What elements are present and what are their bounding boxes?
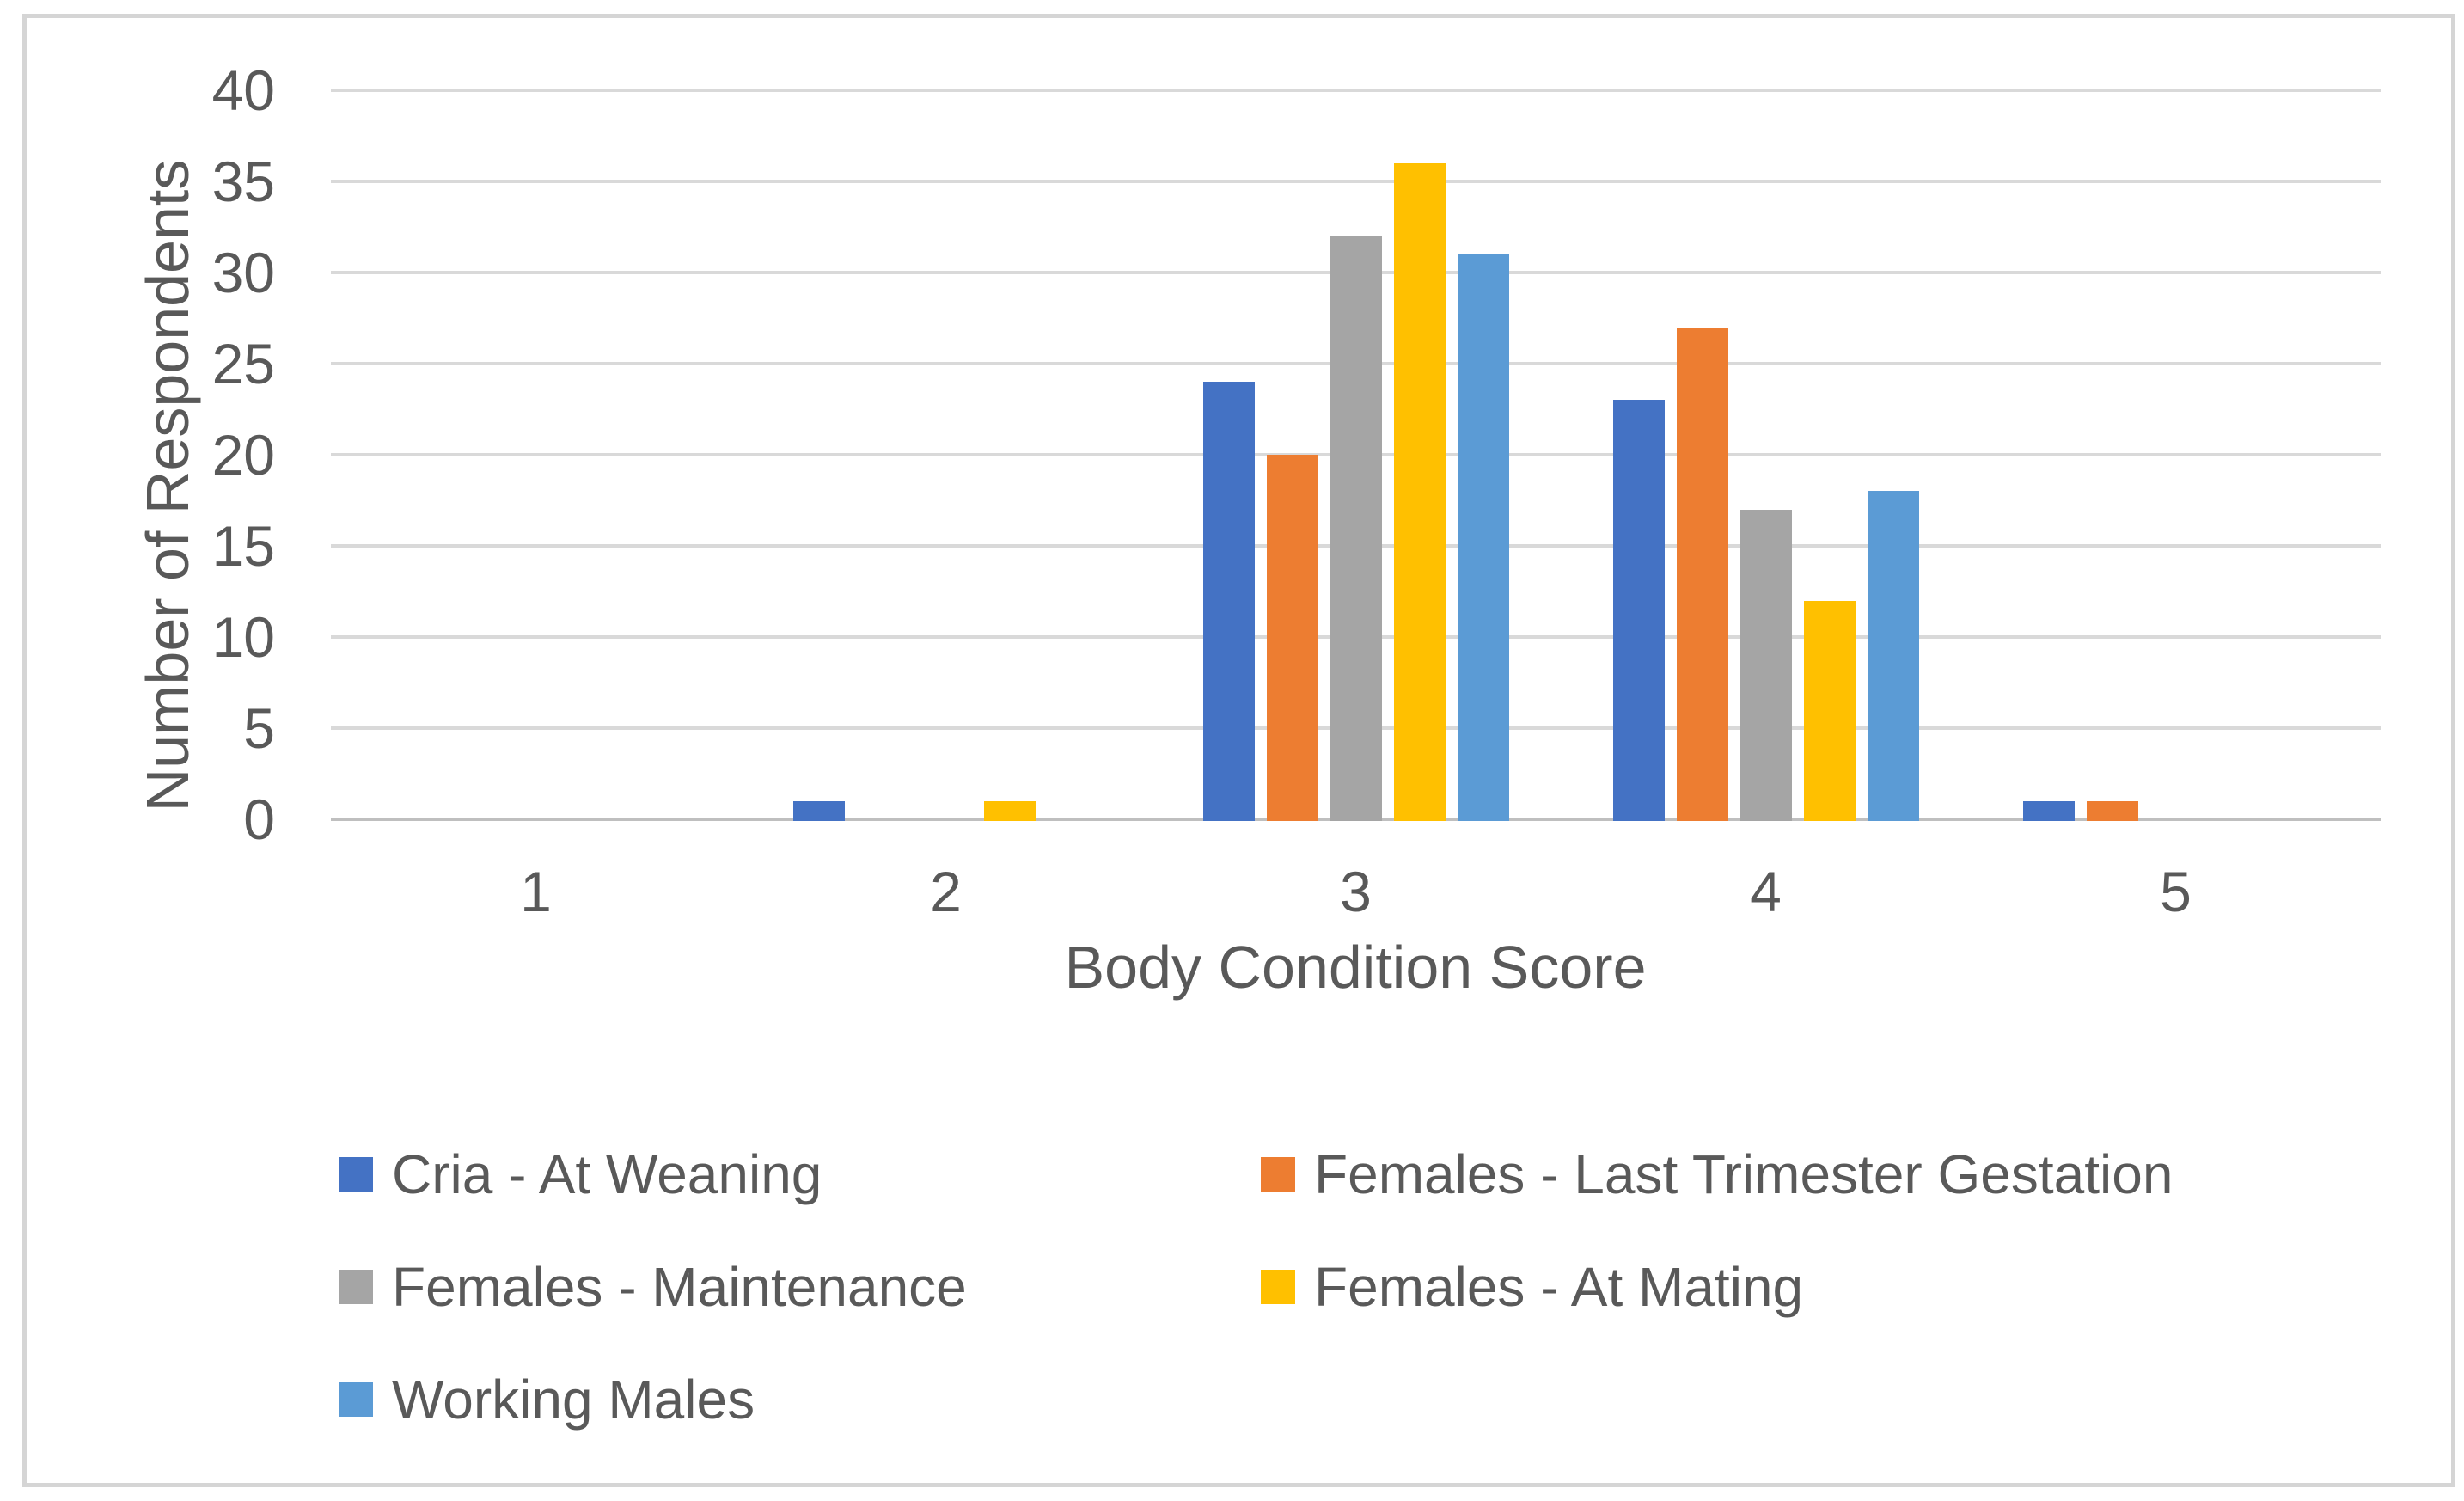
legend-swatch-icon [339, 1270, 373, 1304]
bar-series-3-bcs-3 [1330, 236, 1382, 821]
bar-series-5-bcs-4 [1868, 491, 1919, 821]
x-tick-label-5: 5 [2160, 860, 2192, 923]
legend-item-females-last-trimester-gestation: Females - Last Trimester Gestation [1261, 1144, 2173, 1204]
legend-swatch-icon [1261, 1157, 1295, 1192]
x-tick-label-1: 1 [520, 860, 552, 923]
legend-item-females-at-mating: Females - At Mating [1261, 1257, 1803, 1317]
y-tick-label-0: 0 [243, 787, 275, 851]
legend-swatch-icon [1261, 1270, 1295, 1304]
bar-series-1-bcs-4 [1613, 400, 1665, 821]
y-tick-label-5: 5 [243, 696, 275, 760]
bar-series-4-bcs-3 [1394, 163, 1446, 821]
legend-item-label: Females - At Mating [1314, 1256, 1804, 1318]
y-tick-label-40: 40 [211, 58, 275, 122]
x-tick-label-3: 3 [1340, 860, 1372, 923]
x-tick-label-4: 4 [1750, 860, 1782, 923]
bar-series-2-bcs-5 [2087, 801, 2138, 821]
bar-series-2-bcs-4 [1677, 328, 1728, 821]
plot-area [331, 90, 2381, 819]
bar-series-1-bcs-5 [2023, 801, 2075, 821]
legend-item-working-males: Working Males [339, 1369, 755, 1430]
x-axis-title: Body Condition Score [1064, 934, 1647, 1001]
y-tick-label-35: 35 [211, 150, 275, 213]
legend-item-label: Cria - At Weaning [392, 1143, 822, 1205]
gridline-y-35 [331, 180, 2381, 183]
legend-swatch-icon [339, 1157, 373, 1192]
y-tick-label-30: 30 [211, 241, 275, 304]
y-tick-label-20: 20 [211, 423, 275, 487]
legend-item-label: Working Males [392, 1369, 755, 1431]
chart-border [22, 14, 2455, 1487]
bar-series-2-bcs-3 [1267, 455, 1318, 821]
legend-item-females-maintenance: Females - Maintenance [339, 1257, 967, 1317]
bar-series-5-bcs-3 [1458, 254, 1509, 821]
gridline-y-40 [331, 89, 2381, 92]
legend-item-label: Females - Last Trimester Gestation [1314, 1143, 2174, 1205]
bar-series-1-bcs-3 [1203, 382, 1255, 821]
legend-item-label: Females - Maintenance [392, 1256, 967, 1318]
x-tick-label-2: 2 [930, 860, 962, 923]
y-axis-title: Number of Respondents [134, 159, 201, 812]
y-tick-label-15: 15 [211, 514, 275, 578]
bar-series-3-bcs-4 [1740, 510, 1792, 821]
bar-series-4-bcs-2 [984, 801, 1036, 821]
legend-item-cria-at-weaning: Cria - At Weaning [339, 1144, 822, 1204]
bar-series-1-bcs-2 [793, 801, 845, 821]
legend-swatch-icon [339, 1382, 373, 1417]
bar-series-4-bcs-4 [1804, 601, 1856, 821]
y-tick-label-10: 10 [211, 605, 275, 669]
y-tick-label-25: 25 [211, 332, 275, 395]
